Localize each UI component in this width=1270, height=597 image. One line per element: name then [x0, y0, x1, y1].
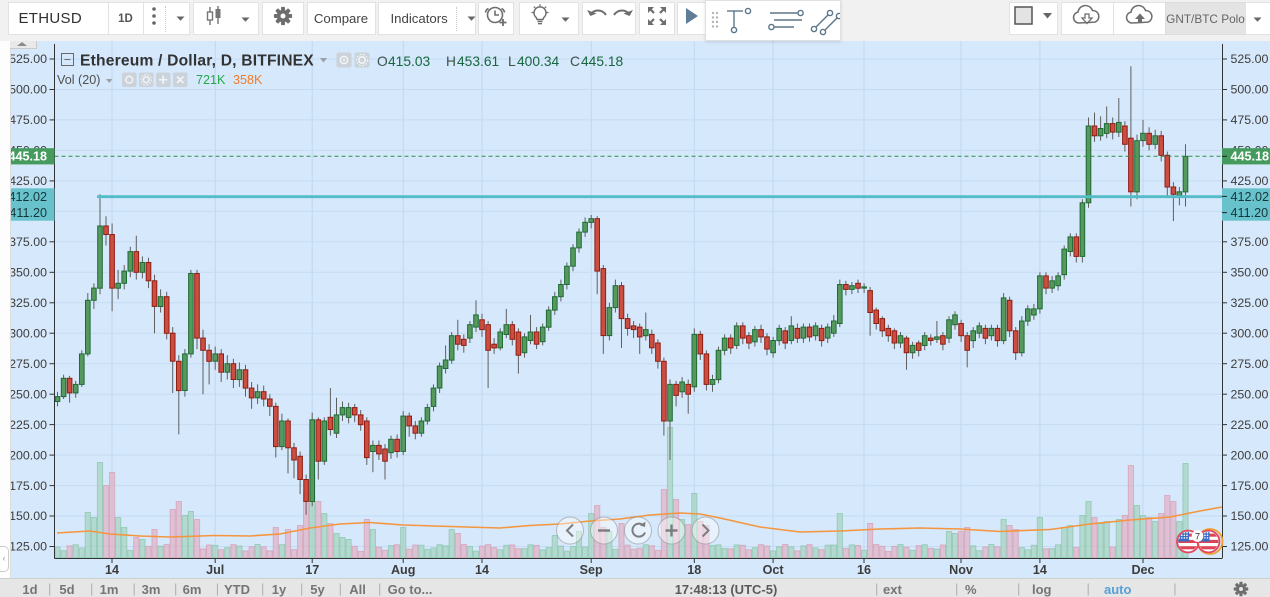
svg-text:Vol (20): Vol (20) — [57, 73, 100, 87]
svg-text:300.00: 300.00 — [9, 326, 47, 340]
svg-text:325.00: 325.00 — [1231, 296, 1269, 310]
svg-text:350.00: 350.00 — [9, 266, 47, 280]
svg-text:Ethereum / Dollar, D, BITFINEX: Ethereum / Dollar, D, BITFINEX — [80, 53, 314, 70]
svg-text:275.00: 275.00 — [9, 357, 47, 371]
svg-text:415.03: 415.03 — [388, 54, 431, 69]
svg-text:14: 14 — [1033, 563, 1047, 577]
svg-text:475.00: 475.00 — [9, 113, 47, 127]
svg-text:425.00: 425.00 — [9, 174, 47, 188]
svg-text:125.00: 125.00 — [1231, 540, 1269, 554]
svg-text:Nov: Nov — [949, 563, 973, 577]
svg-text:500.00: 500.00 — [1231, 83, 1269, 97]
svg-text:200.00: 200.00 — [9, 448, 47, 462]
svg-text:358K: 358K — [233, 73, 263, 87]
svg-text:175.00: 175.00 — [9, 479, 47, 493]
svg-text:250.00: 250.00 — [1231, 387, 1269, 401]
svg-text:350.00: 350.00 — [1231, 266, 1269, 280]
svg-text:150.00: 150.00 — [9, 509, 47, 523]
svg-text:412.02: 412.02 — [8, 190, 47, 204]
svg-text:17: 17 — [305, 563, 319, 577]
svg-text:Oct: Oct — [763, 563, 785, 577]
svg-text:Dec: Dec — [1131, 563, 1154, 577]
svg-text:7: 7 — [1195, 532, 1200, 543]
svg-text:18: 18 — [687, 563, 701, 577]
svg-text:445.18: 445.18 — [8, 150, 47, 164]
svg-text:H: H — [446, 54, 456, 69]
svg-text:Aug: Aug — [391, 563, 415, 577]
svg-text:425.00: 425.00 — [1231, 174, 1269, 188]
svg-text:225.00: 225.00 — [1231, 418, 1269, 432]
svg-text:475.00: 475.00 — [1231, 113, 1269, 127]
svg-text:411.20: 411.20 — [1231, 206, 1269, 220]
svg-text:375.00: 375.00 — [9, 235, 47, 249]
svg-text:500.00: 500.00 — [9, 83, 47, 97]
svg-text:175.00: 175.00 — [1231, 479, 1269, 493]
svg-text:411.20: 411.20 — [9, 206, 47, 220]
svg-text:O: O — [377, 54, 388, 69]
svg-text:150.00: 150.00 — [1231, 509, 1269, 523]
svg-text:250.00: 250.00 — [9, 387, 47, 401]
svg-text:Sep: Sep — [580, 563, 603, 577]
svg-text:412.02: 412.02 — [1231, 190, 1270, 204]
svg-text:200.00: 200.00 — [1231, 448, 1269, 462]
svg-text:445.18: 445.18 — [581, 54, 624, 69]
svg-text:16: 16 — [857, 563, 871, 577]
svg-text:275.00: 275.00 — [1231, 357, 1269, 371]
svg-text:225.00: 225.00 — [9, 418, 47, 432]
svg-text:525.00: 525.00 — [1231, 52, 1269, 66]
svg-text:375.00: 375.00 — [1231, 235, 1269, 249]
svg-text:400.34: 400.34 — [517, 54, 560, 69]
svg-text:14: 14 — [105, 563, 119, 577]
svg-text:L: L — [508, 54, 516, 69]
svg-text:445.18: 445.18 — [1231, 150, 1270, 164]
svg-text:325.00: 325.00 — [9, 296, 47, 310]
svg-text:300.00: 300.00 — [1231, 326, 1269, 340]
svg-text:Jul: Jul — [206, 563, 224, 577]
svg-text:525.00: 525.00 — [9, 52, 47, 66]
svg-text:721K: 721K — [196, 73, 226, 87]
svg-text:125.00: 125.00 — [9, 540, 47, 554]
svg-text:14: 14 — [475, 563, 489, 577]
svg-text:C: C — [570, 54, 580, 69]
svg-text:453.61: 453.61 — [457, 54, 499, 69]
